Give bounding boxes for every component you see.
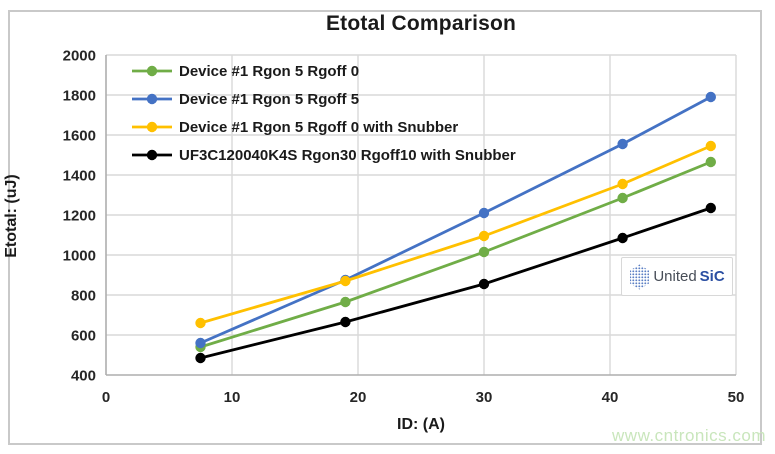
x-tick-label: 50 <box>728 389 745 406</box>
legend-label: Device #1 Rgon 5 Rgoff 0 with Snubber <box>179 118 459 136</box>
y-tick-label: 1200 <box>63 208 96 225</box>
x-axis-title: ID: (A) <box>397 416 445 433</box>
x-tick-label: 0 <box>102 389 110 406</box>
data-point-series-2 <box>478 230 490 242</box>
data-point-series-3 <box>478 278 490 290</box>
data-point-series-1 <box>617 138 628 150</box>
y-tick-label: 1400 <box>63 168 96 185</box>
chart-frame <box>8 10 762 445</box>
legend-marker-icon <box>132 65 172 77</box>
data-point-series-1 <box>705 91 716 103</box>
data-point-series-1 <box>478 207 490 219</box>
legend-label: UF3C120040K4S Rgon30 Rgoff10 with Snubbe… <box>179 146 516 164</box>
y-axis-title: Etotal: (uJ) <box>3 174 20 258</box>
legend-item-3: UF3C120040K4S Rgon30 Rgoff10 with Snubbe… <box>132 141 516 169</box>
legend-marker-icon <box>132 149 172 161</box>
chart-title: Etotal Comparison <box>325 12 517 35</box>
data-point-series-2 <box>195 317 206 329</box>
unitedsic-cube-icon <box>630 264 650 289</box>
y-tick-label: 1600 <box>63 128 96 145</box>
legend-marker-icon <box>132 121 172 133</box>
data-point-series-2 <box>617 178 628 190</box>
legend-item-2: Device #1 Rgon 5 Rgoff 0 with Snubber <box>132 113 516 141</box>
logo-text-sic: SiC <box>699 268 725 285</box>
data-point-series-3 <box>340 316 351 328</box>
watermark: www.cntronics.com <box>612 426 766 445</box>
x-tick-label: 20 <box>350 389 367 406</box>
data-point-series-3 <box>617 232 628 244</box>
data-point-series-0 <box>340 296 351 308</box>
data-point-series-0 <box>617 192 628 204</box>
data-point-series-2 <box>340 275 351 287</box>
x-tick-label: 10 <box>224 389 241 406</box>
data-point-series-0 <box>705 156 716 168</box>
legend-marker-icon <box>132 93 172 105</box>
x-tick-label: 30 <box>476 389 493 406</box>
legend-item-1: Device #1 Rgon 5 Rgoff 5 <box>132 85 516 113</box>
data-point-series-3 <box>195 352 206 364</box>
y-tick-label: 1800 <box>63 88 96 105</box>
unitedsic-logo: United SiC <box>621 257 733 296</box>
logo-text-united: United <box>653 268 697 285</box>
y-tick-label: 2000 <box>63 48 96 65</box>
data-point-series-1 <box>195 337 206 349</box>
y-tick-label: 800 <box>71 288 96 305</box>
x-tick-label: 40 <box>602 389 619 406</box>
legend-label: Device #1 Rgon 5 Rgoff 5 <box>179 90 360 108</box>
legend-item-0: Device #1 Rgon 5 Rgoff 0 <box>132 57 516 85</box>
data-point-series-0 <box>478 246 490 258</box>
y-tick-label: 400 <box>71 368 96 385</box>
legend-label: Device #1 Rgon 5 Rgoff 0 <box>179 62 360 80</box>
legend: Device #1 Rgon 5 Rgoff 0 Device #1 Rgon 5… <box>132 57 516 169</box>
y-tick-label: 600 <box>71 328 96 345</box>
y-tick-label: 1000 <box>63 248 96 265</box>
data-point-series-2 <box>705 140 716 152</box>
data-point-series-3 <box>705 202 716 214</box>
